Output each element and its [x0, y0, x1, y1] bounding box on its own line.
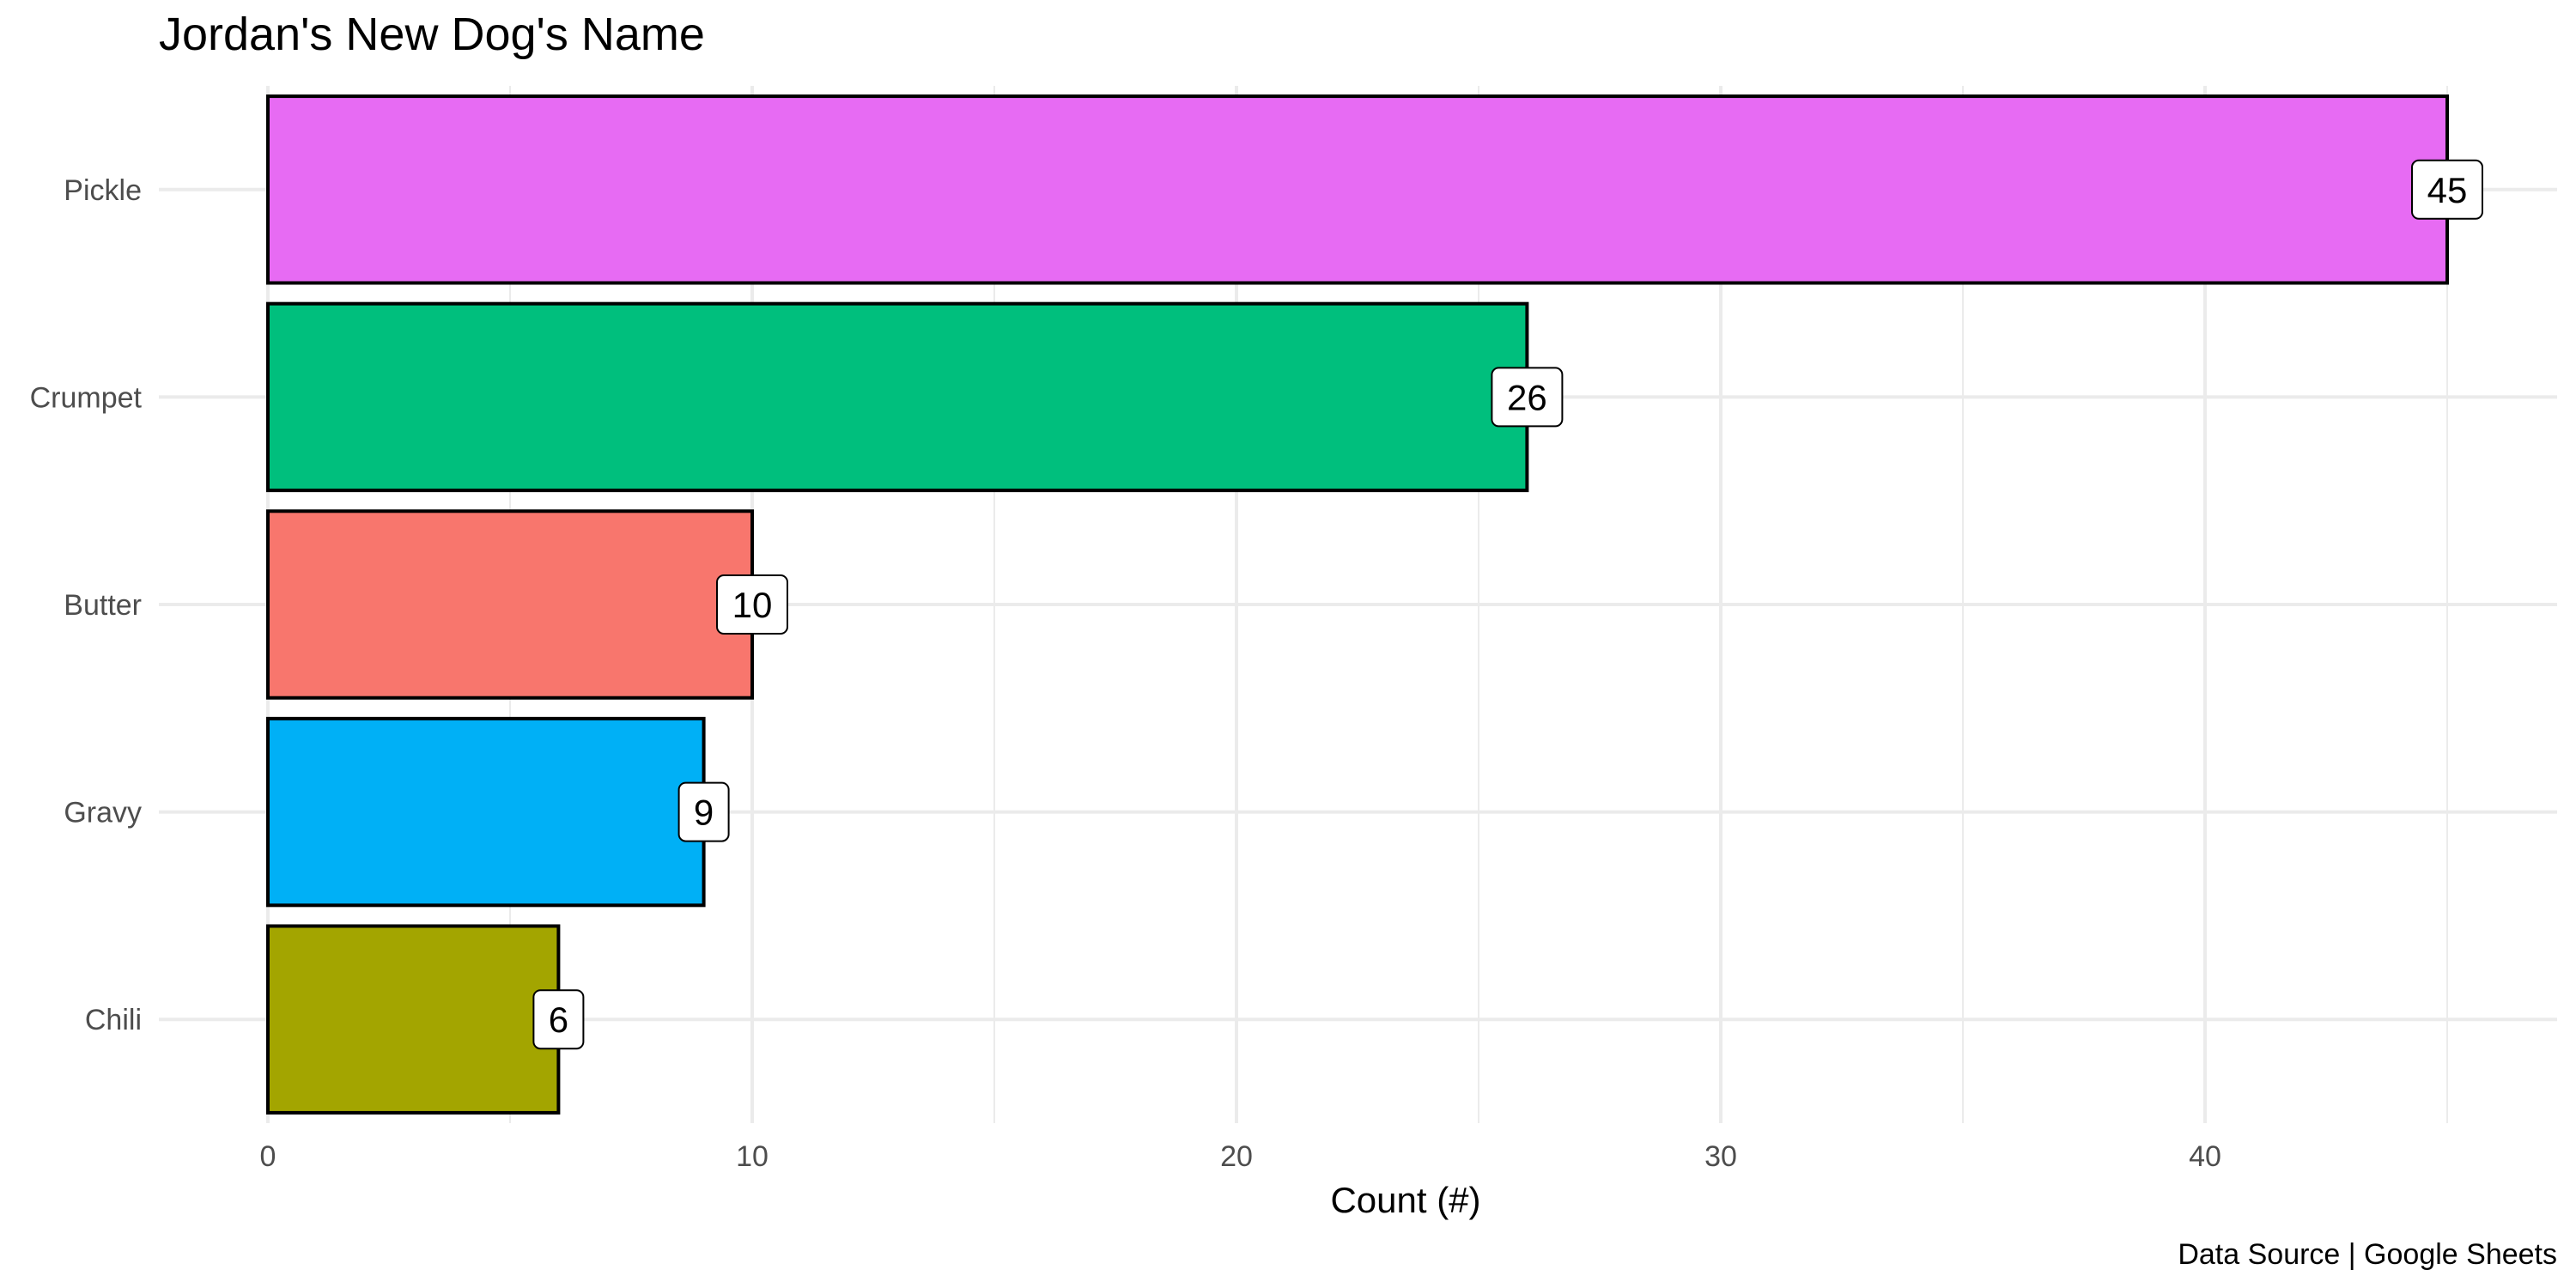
bar-pickle — [266, 94, 2449, 285]
x-tick-label: 10 — [736, 1140, 769, 1173]
data-label-box — [677, 781, 730, 842]
y-category-label: Crumpet — [30, 381, 143, 414]
chart-caption: Data Source | Google Sheets — [2178, 1238, 2557, 1271]
data-labels: 45 26 10 9 6 — [532, 159, 2483, 1050]
data-label: 6 — [549, 999, 568, 1040]
x-tick-label: 40 — [2189, 1140, 2221, 1173]
data-label: 10 — [732, 585, 773, 625]
y-category-label: Pickle — [64, 174, 142, 207]
data-label-box — [532, 989, 585, 1050]
x-tick-label: 20 — [1220, 1140, 1253, 1173]
y-category-label: Gravy — [64, 797, 142, 829]
x-axis-title: Count (#) — [1330, 1180, 1480, 1220]
data-label-box — [2411, 159, 2483, 220]
bar-chili — [266, 924, 561, 1115]
bar-gravy — [266, 716, 706, 908]
y-category-label: Chili — [85, 1004, 142, 1036]
bar-butter — [266, 509, 754, 700]
data-label-box — [1491, 367, 1564, 428]
axes: 0 10 20 30 40 Pickle Crumpet Butter Gravy Chili — [30, 174, 2221, 1173]
data-label: 9 — [694, 793, 714, 833]
y-category-label: Butter — [64, 589, 142, 622]
data-label: 26 — [1507, 377, 1547, 417]
chart-title: Jordan's New Dog's Name — [159, 9, 705, 60]
data-label: 45 — [2427, 170, 2468, 210]
x-tick-label: 30 — [1704, 1140, 1737, 1173]
x-tick-label: 0 — [260, 1140, 276, 1173]
bar-crumpet — [266, 301, 1529, 493]
data-label-box — [716, 574, 788, 635]
